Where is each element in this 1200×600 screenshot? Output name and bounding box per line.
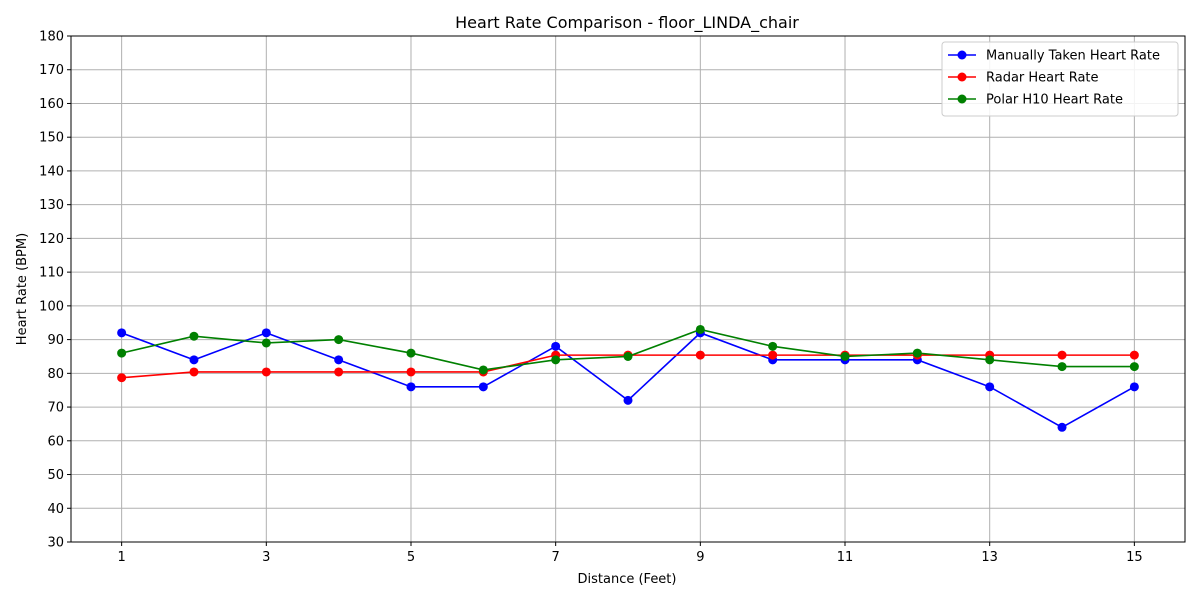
y-tick-label: 80 — [47, 367, 64, 382]
y-axis-label: Heart Rate (BPM) — [15, 233, 30, 345]
legend-marker — [957, 50, 967, 60]
legend-marker — [957, 94, 967, 104]
data-point — [551, 341, 561, 351]
data-point — [261, 328, 271, 338]
x-axis-label: Distance (Feet) — [578, 572, 677, 587]
legend-box — [941, 41, 1179, 117]
data-point — [334, 367, 344, 377]
y-tick-label: 70 — [47, 401, 64, 416]
y-tick-label: 150 — [39, 131, 64, 146]
data-point — [406, 367, 416, 377]
legend: Manually Taken Heart Rate Radar Heart Rat… — [941, 41, 1179, 117]
data-point — [623, 351, 633, 361]
legend-item: Manually Taken Heart Rate — [948, 49, 1160, 64]
x-tick-label: 9 — [696, 550, 704, 565]
data-point — [695, 324, 705, 334]
data-point — [551, 355, 561, 365]
data-point — [623, 395, 633, 405]
x-tick-label: 11 — [837, 550, 854, 565]
data-point — [1057, 422, 1067, 432]
data-point — [695, 350, 705, 360]
data-point — [1057, 350, 1067, 360]
data-point — [189, 331, 199, 341]
data-point — [768, 350, 778, 360]
legend-marker — [957, 72, 967, 82]
y-tick-label: 170 — [39, 63, 64, 78]
x-tick-label: 13 — [981, 550, 998, 565]
data-point — [261, 367, 271, 377]
data-point — [985, 355, 995, 365]
data-point — [1057, 362, 1067, 372]
y-tick-label: 30 — [47, 536, 64, 551]
y-tick-label: 60 — [47, 434, 64, 449]
data-point — [768, 341, 778, 351]
y-tick-label: 140 — [39, 164, 64, 179]
x-axis-ticks: 1 3 5 7 9 11 13 15 — [117, 542, 1143, 565]
legend-label: Polar H10 Heart Rate — [986, 93, 1123, 108]
data-point — [189, 367, 199, 377]
data-point — [334, 355, 344, 365]
data-point — [840, 351, 850, 361]
y-tick-label: 90 — [47, 333, 64, 348]
x-tick-label: 5 — [407, 550, 415, 565]
y-axis-ticks: 30 40 50 60 70 80 90 100 110 120 130 140 150 160 170 18… — [39, 30, 71, 551]
data-point — [189, 355, 199, 365]
y-tick-label: 160 — [39, 97, 64, 112]
x-tick-label: 1 — [117, 550, 125, 565]
data-point — [478, 365, 488, 375]
chart-title: Heart Rate Comparison - floor_LINDA_chai… — [455, 13, 799, 33]
data-point — [1129, 350, 1139, 360]
x-tick-label: 7 — [552, 550, 560, 565]
data-point — [478, 382, 488, 392]
y-tick-label: 40 — [47, 502, 64, 517]
y-tick-label: 130 — [39, 198, 64, 213]
data-point — [334, 335, 344, 345]
y-tick-label: 180 — [39, 30, 64, 45]
y-tick-label: 100 — [39, 299, 64, 314]
data-point — [117, 328, 127, 338]
series-3 — [117, 324, 1139, 375]
y-tick-label: 110 — [39, 266, 64, 281]
x-tick-label: 15 — [1126, 550, 1143, 565]
legend-item: Radar Heart Rate — [948, 71, 1099, 86]
legend-label: Manually Taken Heart Rate — [986, 49, 1160, 64]
data-point — [1129, 362, 1139, 372]
data-point — [117, 348, 127, 358]
data-point — [117, 373, 127, 383]
data-point — [406, 382, 416, 392]
data-point — [261, 338, 271, 348]
data-point — [985, 382, 995, 392]
legend-label: Radar Heart Rate — [986, 71, 1099, 86]
data-point — [406, 348, 416, 358]
legend-item: Polar H10 Heart Rate — [948, 93, 1123, 108]
x-tick-label: 3 — [262, 550, 270, 565]
y-tick-label: 120 — [39, 232, 64, 247]
plot-frame — [70, 35, 1186, 543]
data-point — [912, 348, 922, 358]
series-layer — [117, 324, 1139, 432]
data-point — [1129, 382, 1139, 392]
y-tick-label: 50 — [47, 468, 64, 483]
